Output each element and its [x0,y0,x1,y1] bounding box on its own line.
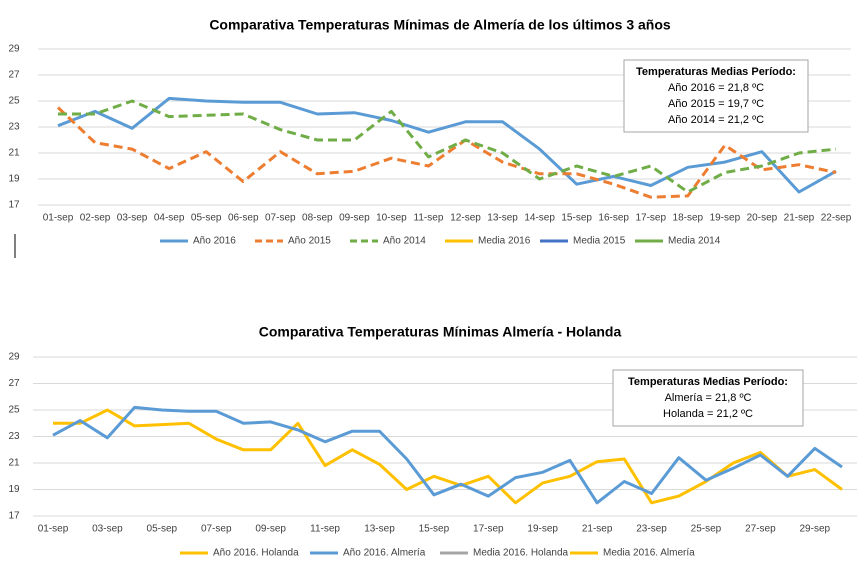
y-tick-label: 29 [8,352,20,363]
x-tick-label: 14-sep [524,213,555,224]
x-tick-label: 09-sep [339,213,370,224]
x-tick-label: 04-sep [154,213,185,224]
annotation-line: Año 2014 = 21,2 ºC [668,114,764,126]
y-tick-label: 29 [8,44,20,55]
y-tick-label: 19 [8,174,20,185]
x-tick-label: 03-sep [117,213,148,224]
annotation-box [623,59,809,133]
x-tick-label: 17-sep [473,524,504,535]
x-tick-label: 22-sep [821,213,852,224]
series-line [58,99,837,194]
x-tick-label: 19-sep [710,213,741,224]
annotation-line: Almería = 21,8 ºC [665,392,752,404]
x-tick-label: 12-sep [450,213,481,224]
legend-label: Año 2014 [383,236,426,247]
x-tick-label: 11-sep [310,524,340,535]
x-tick-label: 15-sep [419,524,450,535]
annotation-line: Año 2015 = 19,7 ºC [668,98,764,110]
y-tick-label: 23 [8,122,20,133]
legend-label: Año 2016. Holanda [213,548,299,559]
x-tick-label: 17-sep [635,213,666,224]
annotation-line: Holanda = 21,2 ºC [663,408,753,420]
x-tick-label: 20-sep [747,213,778,224]
x-tick-label: 16-sep [598,213,629,224]
chart-title: Comparativa Temperaturas Mínimas de Alme… [209,17,671,33]
series-line [56,106,837,199]
x-tick-label: 07-sep [201,524,232,535]
x-tick-label: 11-sep [414,213,444,224]
y-tick-label: 27 [8,378,20,389]
legend-label: Año 2015 [288,236,331,247]
legend-label: Media 2015 [573,236,626,247]
x-tick-label: 19-sep [527,524,558,535]
legend-label: Media 2014 [668,236,721,247]
x-tick-label: 05-sep [191,213,222,224]
x-tick-label: 01-sep [38,524,69,535]
y-tick-label: 19 [8,484,20,495]
x-tick-label: 06-sep [228,213,259,224]
legend-label: Media 2016. Holanda [473,548,569,559]
y-tick-label: 21 [8,458,20,469]
series-line [52,405,843,505]
y-tick-label: 25 [8,96,20,107]
legend-label: Media 2016. Almería [603,548,695,559]
x-tick-label: 07-sep [265,213,296,224]
series-line [57,96,837,194]
annotation-box [612,369,804,427]
annotation-title: Temperaturas Medias Período: [636,66,796,78]
y-tick-label: 27 [8,70,20,81]
x-tick-label: 23-sep [636,524,667,535]
x-tick-label: 18-sep [673,213,704,224]
x-tick-label: 25-sep [691,524,722,535]
y-tick-label: 23 [8,431,20,442]
x-tick-label: 21-sep [784,213,815,224]
legend-label: Año 2016 [193,236,236,247]
x-tick-label: 08-sep [302,213,333,224]
annotation-line: Año 2016 = 21,8 ºC [668,82,764,94]
x-tick-label: 03-sep [92,524,123,535]
x-tick-label: 29-sep [800,524,831,535]
x-tick-label: 13-sep [364,524,395,535]
x-tick-label: 21-sep [582,524,613,535]
x-tick-label: 01-sep [43,213,74,224]
x-tick-label: 27-sep [745,524,776,535]
y-tick-label: 17 [8,511,20,522]
annotation-title: Temperaturas Medias Período: [628,376,788,388]
chart-title: Comparativa Temperaturas Mínimas Almería… [259,324,622,340]
y-tick-label: 25 [8,405,20,416]
x-tick-label: 10-sep [376,213,407,224]
x-tick-label: 15-sep [561,213,592,224]
x-tick-label: 09-sep [255,524,286,535]
x-tick-label: 05-sep [147,524,178,535]
y-tick-label: 17 [8,200,20,211]
x-tick-label: 02-sep [80,213,111,224]
y-tick-label: 21 [8,148,20,159]
x-tick-label: 13-sep [487,213,518,224]
legend-label: Media 2016 [478,236,531,247]
legend-label: Año 2016. Almería [343,548,426,559]
